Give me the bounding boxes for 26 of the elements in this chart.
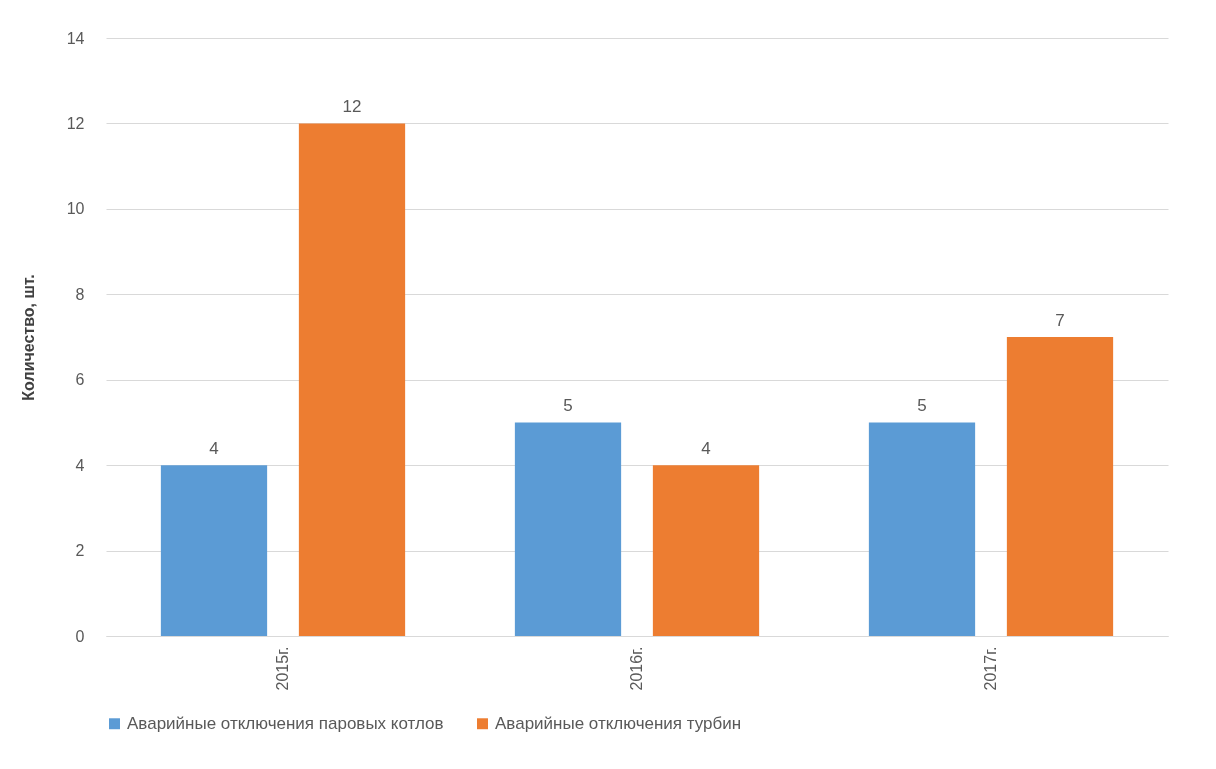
data-label: 4 <box>209 439 219 459</box>
y-axis-title: Количество, шт. <box>19 274 37 401</box>
y-tick-label: 8 <box>75 285 85 303</box>
legend-label: Аварийные отключения паровых котлов <box>127 713 444 733</box>
y-tick-label: 10 <box>66 200 85 218</box>
data-label: 5 <box>917 396 927 416</box>
legend-label: Аварийные отключения турбин <box>495 713 742 733</box>
y-tick-label: 12 <box>66 114 85 132</box>
bar <box>298 123 406 636</box>
y-tick-label: 0 <box>75 627 85 645</box>
data-label: 4 <box>701 439 711 459</box>
bar <box>652 465 760 636</box>
bar <box>514 422 622 636</box>
y-tick-label: 14 <box>66 29 85 47</box>
y-tick-label: 2 <box>75 542 85 560</box>
x-tick-label: 2017г. <box>982 646 999 691</box>
bar <box>1006 337 1114 636</box>
data-label: 12 <box>342 97 362 117</box>
x-tick-label: 2015г. <box>274 646 291 691</box>
data-label: 5 <box>563 396 573 416</box>
y-tick-label: 4 <box>75 456 85 474</box>
data-label: 7 <box>1055 311 1065 330</box>
bar <box>160 465 268 636</box>
x-tick-label: 2016г. <box>628 646 645 691</box>
y-tick-label: 6 <box>75 371 85 389</box>
bar <box>868 422 976 636</box>
